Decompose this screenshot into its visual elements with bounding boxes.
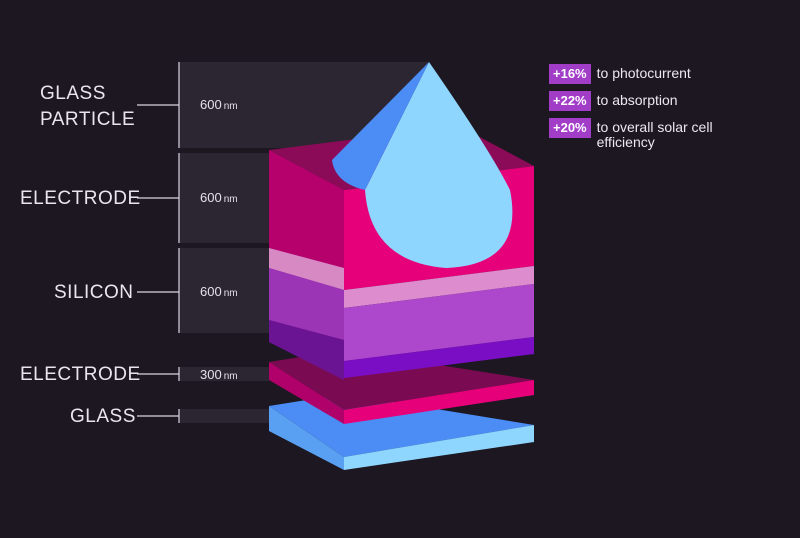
thickness-glass-particle: 600 nm: [200, 97, 238, 112]
electrode-bottom-thickness-panel: [179, 367, 269, 381]
thickness-unit: nm: [223, 288, 238, 299]
thickness-value: 600: [200, 284, 222, 299]
stat-text: to overall solar cell efficiency: [596, 119, 713, 150]
label-leaders: [137, 62, 180, 423]
label-electrode-bottom: ELECTRODE: [20, 364, 141, 385]
thickness-electrode-top: 600 nm: [200, 190, 238, 205]
thickness-electrode-bottom: 300 nm: [200, 367, 238, 382]
stat-badge: +16%: [549, 64, 591, 84]
label-silicon: SILICON: [54, 282, 134, 303]
stat-text: to photocurrent: [596, 65, 691, 81]
stat-efficiency: +20% to overall solar cell efficiency: [549, 118, 767, 150]
thickness-unit: nm: [223, 101, 238, 112]
stat-absorption: +22% to absorption: [549, 91, 767, 111]
label-electrode-top: ELECTRODE: [20, 188, 141, 209]
label-glass-particle: GLASS PARTICLE: [40, 83, 136, 130]
label-glass: GLASS: [70, 406, 136, 427]
thickness-silicon: 600 nm: [200, 284, 238, 299]
stat-photocurrent: +16% to photocurrent: [549, 64, 767, 84]
thickness-value: 600: [200, 97, 222, 112]
glass-particle-drop: [332, 62, 513, 268]
stat-text: to absorption: [596, 92, 678, 108]
stat-badge: +22%: [549, 91, 591, 111]
electrode-top-thickness-panel: [179, 153, 269, 243]
silicon-thickness-panel: [179, 248, 269, 333]
thickness-unit: nm: [223, 194, 238, 205]
thickness-value: 300: [200, 367, 222, 382]
glass-thickness-panel: [179, 409, 269, 423]
thickness-value: 600: [200, 190, 222, 205]
thickness-unit: nm: [223, 371, 238, 382]
stat-badge: +20%: [549, 118, 591, 138]
